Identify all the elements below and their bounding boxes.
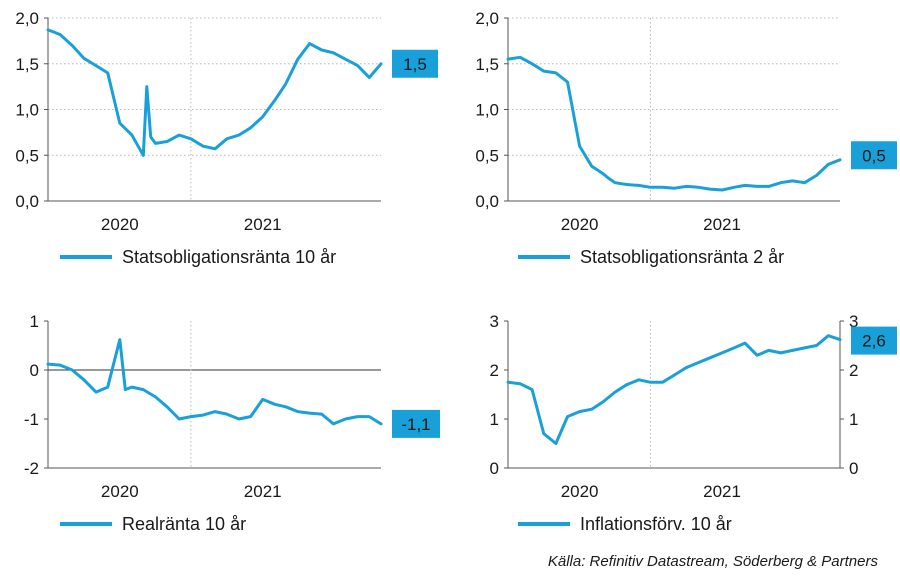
y-tick-label-right: 3: [849, 312, 858, 331]
x-tick-label: 2020: [101, 215, 139, 234]
y-tick-label: 0,5: [15, 146, 39, 165]
chart-panel-realranta-10: -2 -1 0 1 2020 2021 -1,1 Realränta 10 år: [24, 312, 440, 534]
source-note: Källa: Refinitiv Datastream, Söderberg &…: [547, 553, 878, 570]
y-tick-label: 1,0: [475, 101, 499, 120]
x-tick-label: 2021: [703, 482, 741, 501]
latest-value-label: 0,5: [862, 146, 886, 165]
y-tick-label: -2: [24, 459, 39, 478]
y-tick-label: 1,0: [15, 101, 39, 120]
latest-value-label: 1,5: [403, 55, 427, 74]
latest-value-badge: [851, 141, 897, 170]
y-tick-label: 2,0: [475, 9, 499, 28]
y-tick-label: 1,5: [15, 55, 39, 74]
chart-panel-inflationsforv-10: 0 0 1 1 2 2 3 3 2020 2021 2,6 Inflationsförv. 10 år: [490, 312, 897, 534]
y-tick-label: 0,0: [15, 192, 39, 211]
latest-value-badge: [392, 49, 438, 78]
chart-panel-statsobligation-2: 0,0 0,5 1,0 1,5 2,0 2020 2021 0,5 Statsobligatio…: [475, 9, 897, 267]
y-tick-label: 1: [490, 410, 499, 429]
y-tick-label: -1: [24, 410, 39, 429]
y-tick-label: 2: [490, 361, 499, 380]
y-tick-label-right: 1: [849, 410, 858, 429]
legend-label: Statsobligationsränta 2 år: [580, 247, 784, 267]
chart-panel-statsobligation-10: 0,0 0,5 1,0 1,5 2,0 2020 2021 1,5 Statsobligatio…: [15, 9, 438, 267]
x-tick-label: 2020: [561, 215, 599, 234]
x-tick-label: 2021: [703, 215, 741, 234]
legend-label: Inflationsförv. 10 år: [580, 514, 732, 534]
x-tick-label: 2021: [244, 482, 282, 501]
y-tick-label: 0: [490, 459, 499, 478]
series-line: [506, 334, 842, 445]
y-tick-label-right: 2: [849, 361, 858, 380]
y-tick-label: 0,0: [475, 192, 499, 211]
y-tick-label: 2,0: [15, 9, 39, 28]
legend-label: Statsobligationsränta 10 år: [122, 247, 336, 267]
latest-value-label: -1,1: [401, 415, 430, 434]
legend-label: Realränta 10 år: [122, 514, 246, 534]
series-line: [46, 338, 383, 426]
y-tick-label: 0: [30, 361, 39, 380]
latest-value-badge: [851, 326, 897, 355]
y-tick-label: 1,5: [475, 55, 499, 74]
y-tick-label: 3: [490, 312, 499, 331]
y-tick-label: 1: [30, 312, 39, 331]
latest-value-label: 2,6: [862, 332, 886, 351]
y-tick-label-right: 0: [849, 459, 858, 478]
latest-value-badge: [392, 409, 440, 438]
x-tick-label: 2021: [244, 215, 282, 234]
series-line: [46, 28, 383, 157]
x-tick-label: 2020: [561, 482, 599, 501]
x-tick-label: 2020: [101, 482, 139, 501]
series-line: [506, 55, 842, 192]
y-tick-label: 0,5: [475, 146, 499, 165]
